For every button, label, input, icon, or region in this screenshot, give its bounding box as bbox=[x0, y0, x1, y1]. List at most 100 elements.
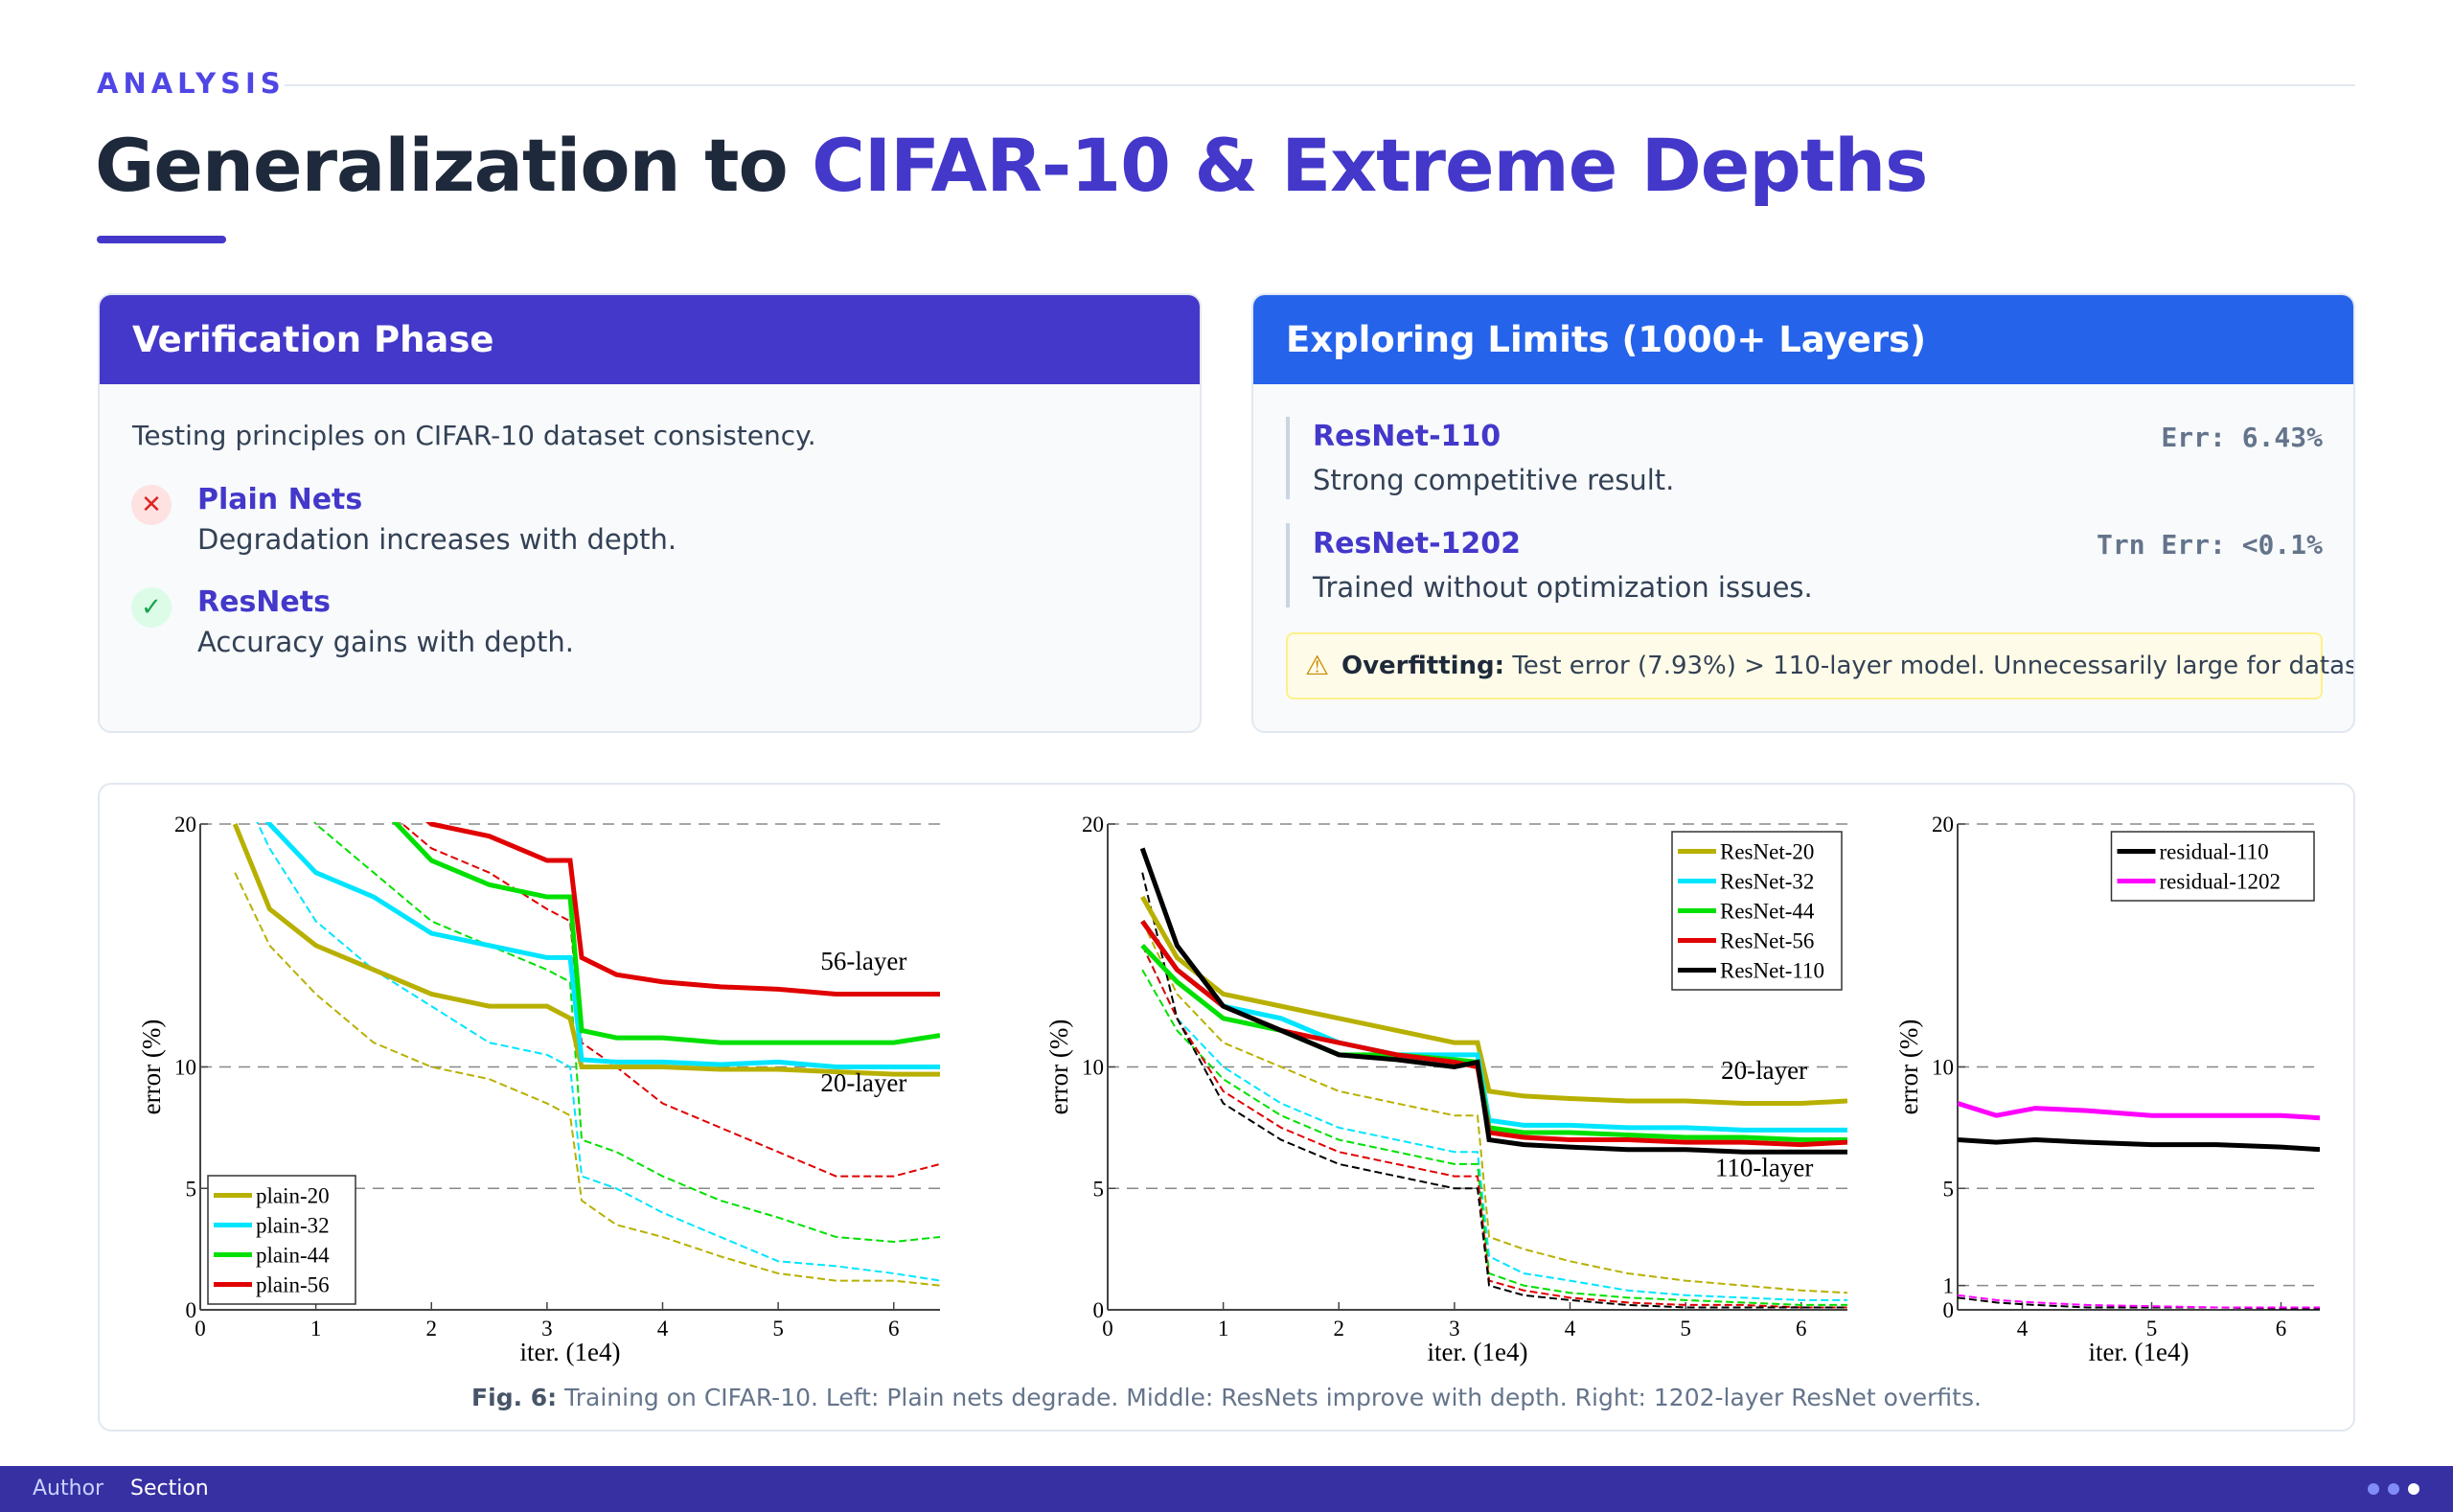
legend-label: plain-20 bbox=[256, 1184, 330, 1208]
y-tick-label: 10 bbox=[1082, 1056, 1104, 1080]
y-tick-label: 0 bbox=[1943, 1298, 1955, 1322]
title: Generalization to CIFAR-10 & Extreme Dep… bbox=[95, 123, 1928, 208]
y-tick-label: 20 bbox=[174, 813, 196, 836]
x-axis-label: iter. (1e4) bbox=[1428, 1338, 1528, 1366]
title-accent: CIFAR-10 & Extreme Depths bbox=[812, 123, 1928, 208]
caption: Fig. 6: Training on CIFAR-10. Left: Plai… bbox=[0, 1384, 2453, 1411]
legend-label: residual-1202 bbox=[2160, 870, 2281, 894]
warning: ⚠ Overfitting: Test error (7.93%) > 110-l… bbox=[1286, 632, 2353, 699]
y-tick-label: 10 bbox=[1932, 1056, 1954, 1080]
train-line bbox=[1958, 1294, 2320, 1309]
legend-label: ResNet-110 bbox=[1720, 959, 1824, 983]
legend-box bbox=[2110, 831, 2315, 902]
footer-author: Author bbox=[33, 1477, 104, 1501]
item-text: Trained without optimization issues. bbox=[1313, 571, 1813, 604]
warning-text: Test error (7.93%) > 110-layer model. Un… bbox=[1504, 652, 2355, 680]
y-tick-label: 5 bbox=[186, 1177, 197, 1201]
legend-label: ResNet-44 bbox=[1720, 900, 1815, 924]
x-tick-label: 3 bbox=[541, 1317, 553, 1340]
train-line bbox=[1141, 945, 1847, 1309]
intro: Testing principles on CIFAR-10 dataset c… bbox=[132, 420, 816, 451]
legend-label: residual-110 bbox=[2160, 840, 2269, 864]
x-axis-label: iter. (1e4) bbox=[2089, 1338, 2189, 1366]
train-line bbox=[256, 822, 940, 1282]
figure-panel bbox=[98, 783, 2355, 1432]
x-tick-label: 1 bbox=[310, 1317, 322, 1340]
x-tick-label: 4 bbox=[2017, 1317, 2029, 1340]
warning-label: Overfitting: bbox=[1341, 652, 1505, 680]
annotation: 110-layer bbox=[1715, 1154, 1813, 1182]
card: Verification Phase Testing principles on… bbox=[98, 293, 1202, 733]
footer-section: Section bbox=[130, 1477, 209, 1501]
legend-label: plain-56 bbox=[256, 1273, 330, 1297]
item-title: ResNets bbox=[197, 585, 331, 619]
x-tick-label: 2 bbox=[1334, 1317, 1345, 1340]
train-line bbox=[1141, 872, 1847, 1309]
y-axis-label: error (%) bbox=[1044, 1019, 1073, 1115]
test-line bbox=[264, 822, 940, 1069]
x-tick-label: 0 bbox=[195, 1317, 206, 1340]
y-tick-label: 20 bbox=[1932, 813, 1954, 836]
y-tick-label: 5 bbox=[1093, 1177, 1105, 1201]
dot bbox=[2368, 1483, 2379, 1495]
x-tick-label: 6 bbox=[2276, 1317, 2287, 1340]
card-title: Exploring Limits (1000+ Layers) bbox=[1253, 295, 2353, 384]
annotation: 56-layer bbox=[820, 947, 906, 975]
test-line bbox=[1958, 1101, 2320, 1121]
item-text: Accuracy gains with depth. bbox=[197, 626, 574, 658]
x-tick-label: 5 bbox=[2146, 1317, 2158, 1340]
y-tick-label: 20 bbox=[1082, 813, 1104, 836]
dot bbox=[2388, 1483, 2399, 1495]
y-tick-label: 5 bbox=[1943, 1177, 1955, 1201]
item-text: Degradation increases with depth. bbox=[197, 523, 677, 556]
x-tick-label: 1 bbox=[1218, 1317, 1229, 1340]
train-line bbox=[234, 872, 940, 1287]
item-title: ResNet-110 bbox=[1313, 420, 1502, 453]
rule bbox=[285, 84, 2355, 86]
test-line bbox=[1958, 1137, 2320, 1153]
x-tick-label: 2 bbox=[426, 1317, 438, 1340]
legend-label: plain-44 bbox=[256, 1244, 330, 1268]
y-tick-label: 0 bbox=[186, 1298, 197, 1322]
train-line bbox=[1141, 969, 1847, 1306]
item-border bbox=[1286, 417, 1290, 499]
legend-label: ResNet-56 bbox=[1720, 929, 1814, 953]
cross-icon: ✕ bbox=[131, 485, 172, 525]
train-line bbox=[1141, 945, 1847, 1301]
caption-label: Fig. 6: bbox=[471, 1384, 558, 1411]
x-tick-label: 0 bbox=[1102, 1317, 1113, 1340]
y-axis-label: error (%) bbox=[1894, 1019, 1923, 1115]
dot bbox=[2408, 1483, 2419, 1495]
x-tick-label: 6 bbox=[888, 1317, 900, 1340]
y-tick-label: 1 bbox=[1943, 1274, 1955, 1298]
kicker: ANALYSIS bbox=[97, 67, 286, 100]
legend-label: plain-32 bbox=[256, 1214, 330, 1238]
y-axis-label: error (%) bbox=[137, 1019, 166, 1115]
test-line bbox=[232, 823, 940, 1077]
item-title: ResNet-1202 bbox=[1313, 527, 1522, 561]
item-metric: Trn Err: <0.1% bbox=[2096, 529, 2323, 561]
x-tick-label: 5 bbox=[1680, 1317, 1691, 1340]
card: Exploring Limits (1000+ Layers) ResNet-1… bbox=[1251, 293, 2355, 733]
check-icon: ✓ bbox=[131, 587, 172, 628]
x-tick-label: 4 bbox=[657, 1317, 669, 1340]
annotation: 20-layer bbox=[820, 1068, 906, 1097]
footer: Author Section bbox=[0, 1466, 2453, 1512]
y-tick-label: 0 bbox=[1093, 1298, 1105, 1322]
test-line bbox=[424, 822, 940, 997]
test-line bbox=[1139, 847, 1847, 1155]
card-title: Verification Phase bbox=[100, 295, 1200, 384]
title-main: Generalization to bbox=[95, 123, 813, 208]
x-tick-label: 4 bbox=[1565, 1317, 1576, 1340]
item-metric: Err: 6.43% bbox=[2161, 422, 2323, 453]
warning-icon: ⚠ bbox=[1305, 650, 1330, 681]
annotation: 20-layer bbox=[1721, 1056, 1807, 1085]
test-line bbox=[391, 822, 940, 1045]
x-tick-label: 5 bbox=[772, 1317, 784, 1340]
legend-label: ResNet-20 bbox=[1720, 840, 1814, 864]
y-tick-label: 10 bbox=[174, 1056, 196, 1080]
item-border bbox=[1286, 523, 1290, 607]
legend-label: ResNet-32 bbox=[1720, 870, 1814, 894]
